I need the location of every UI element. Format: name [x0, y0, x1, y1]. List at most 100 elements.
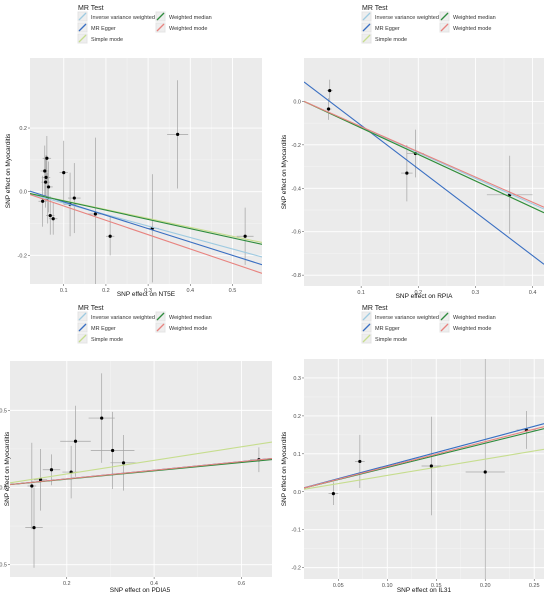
line-egger	[304, 81, 544, 265]
legend-title: MR Test	[362, 5, 388, 12]
x-tick-label: 0.4	[186, 288, 194, 294]
legend-label: Simple mode	[375, 337, 407, 343]
legend-label: Inverse variance weighted	[375, 15, 439, 21]
legend-swatch	[78, 312, 87, 321]
legend-title: MR Test	[362, 305, 388, 312]
panel-nt5e: MR Test Inverse variance weighted MR Egger…	[5, 5, 262, 298]
y-axis-label: SNP effect on Myocarditis	[5, 133, 12, 208]
point-marker	[331, 492, 335, 496]
legend-swatch	[78, 34, 87, 43]
legend-label: Weighted median	[169, 315, 212, 321]
x-axis-label: SNP effect on IL31	[397, 587, 452, 594]
data-points	[328, 359, 537, 579]
x-tick-label: 0.6	[238, 581, 246, 587]
legend-item-egger: MR Egger	[361, 322, 400, 333]
legend-label: Weighted mode	[169, 326, 207, 332]
legend-item-egger: MR Egger	[77, 322, 116, 333]
x-tick-label: 0.05	[333, 583, 344, 589]
legend-swatch	[156, 12, 165, 21]
point-marker	[51, 217, 55, 221]
x-tick-label: 0.15	[431, 583, 442, 589]
x-tick-label: 0.4	[150, 581, 158, 587]
legend-item-ivw: Inverse variance weighted	[77, 11, 155, 22]
legend-item-wmode: Weighted mode	[439, 322, 491, 333]
legend-item-simple: Simple mode	[361, 333, 407, 344]
legend-label: Inverse variance weighted	[91, 315, 155, 321]
legend-label: Simple mode	[91, 337, 123, 343]
plot-background	[10, 361, 272, 577]
line-simple	[304, 448, 544, 490]
legend-item-ivw: Inverse variance weighted	[361, 11, 439, 22]
legend-item-wmedian: Weighted median	[439, 311, 496, 322]
regression-lines	[304, 81, 544, 265]
legend-item-simple: Simple mode	[361, 33, 407, 44]
y-tick-label: 0.3	[293, 376, 301, 382]
x-axis-label: SNP effect on RPIA	[396, 293, 454, 300]
x-tick-label: 0.10	[382, 583, 393, 589]
point-marker	[429, 464, 433, 468]
point-marker	[48, 213, 52, 218]
y-tick-label: 0.0	[0, 486, 7, 492]
legend-swatch	[362, 23, 371, 32]
point-marker	[38, 478, 43, 482]
legend: MR Test Inverse variance weighted MR Egger…	[361, 305, 496, 344]
point-marker	[93, 212, 97, 216]
legend-item-wmode: Weighted mode	[155, 322, 207, 333]
legend-swatch	[78, 334, 87, 343]
legend-label: MR Egger	[91, 26, 116, 32]
point-marker	[73, 439, 78, 443]
y-tick-label: -0.2	[18, 253, 27, 259]
point-marker	[108, 234, 112, 238]
line-ivw	[30, 193, 262, 258]
point-marker	[49, 468, 54, 472]
legend-swatch	[440, 323, 449, 332]
point-marker	[45, 156, 49, 160]
legend-swatch	[362, 323, 371, 332]
legend-title: MR Test	[78, 305, 104, 312]
line-wmedian	[304, 100, 544, 214]
gridlines	[30, 58, 262, 284]
legend-label: Inverse variance weighted	[91, 15, 155, 21]
regression-lines	[304, 423, 544, 490]
line-wmode	[10, 458, 272, 486]
data-points	[38, 80, 254, 284]
line-wmedian	[30, 192, 262, 245]
y-tick-label: 0.0	[293, 490, 301, 496]
legend-item-simple: Simple mode	[77, 333, 123, 344]
regression-lines	[30, 190, 262, 274]
x-axis-label: SNP effect on PDIA5	[110, 587, 171, 594]
legend-swatch	[440, 23, 449, 32]
panel-rpia: MR Test Inverse variance weighted MR Egger…	[281, 5, 544, 300]
point-marker	[111, 448, 115, 453]
point-marker	[243, 234, 247, 238]
line-egger	[30, 190, 262, 266]
y-tick-label: 0.1	[293, 452, 301, 458]
y-tick-label: 0.0	[19, 190, 27, 196]
y-tick-label: -0.2	[292, 566, 301, 572]
point-marker	[405, 171, 409, 175]
panel-pdia5: MR Test Inverse variance weighted MR Egger…	[0, 305, 272, 594]
point-marker	[328, 88, 332, 93]
point-marker	[358, 459, 362, 464]
point-marker	[72, 196, 76, 200]
legend-swatch	[440, 12, 449, 21]
gridlines	[304, 359, 544, 579]
legend-label: Weighted median	[169, 15, 212, 21]
legend-item-simple: Simple mode	[77, 33, 123, 44]
y-axis-label: SNP effect on Myocarditis	[4, 431, 11, 506]
legend-item-wmode: Weighted mode	[155, 22, 207, 33]
legend-label: Simple mode	[91, 37, 123, 43]
y-tick-label: -0.5	[0, 563, 7, 569]
line-simple	[10, 441, 272, 484]
legend-item-wmedian: Weighted median	[155, 11, 212, 22]
legend-label: Simple mode	[375, 37, 407, 43]
plot-background	[304, 58, 544, 286]
point-marker	[44, 180, 48, 184]
legend-item-ivw: Inverse variance weighted	[361, 311, 439, 322]
y-tick-label: 0.2	[293, 414, 301, 420]
legend-label: Weighted median	[453, 315, 496, 321]
point-marker	[44, 175, 48, 179]
y-tick-label: -0.2	[292, 143, 301, 149]
panel-il31: MR Test Inverse variance weighted MR Egger…	[281, 305, 544, 594]
point-marker	[46, 185, 51, 189]
